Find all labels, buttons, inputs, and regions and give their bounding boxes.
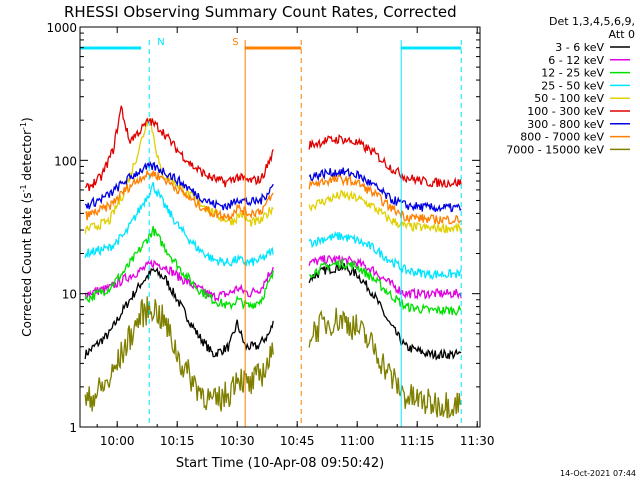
marker-label-N: N [157,37,164,48]
plot-frame [79,26,481,428]
series-line-2 [84,254,462,303]
series-line-1 [84,263,462,361]
series-line-8 [84,170,462,225]
series-line-6 [84,105,462,192]
timestamp: 14-Oct-2021 07:44 [560,469,636,478]
legend-label-5: 50 - 100 keV [534,92,604,105]
series-line-9 [84,296,462,419]
y-tick-label-2: 10 [62,288,77,302]
legend-label-4: 25 - 50 keV [541,79,604,92]
y-tick-label-3: 100 [54,154,77,168]
y-tick-label-4: 1000 [46,21,77,35]
x-axis: 10:00 10:15 10:30 10:45 11:00 11:15 11:30 [96,27,495,448]
legend-header-1: Det 1,3,4,5,6,9, [549,15,635,28]
legend-label-1: 3 - 6 keV [555,41,604,54]
x-tick-label-3: 10:30 [220,434,255,448]
y-tick-label-1: 1 [69,421,77,435]
y-axis-label: Corrected Count Rate (s-1 detector-1) [19,117,34,336]
legend-label-2: 6 - 12 keV [548,54,604,67]
series-line-7 [84,160,462,213]
legend-header-2: Att 0 [609,28,635,41]
chart-title: RHESSI Observing Summary Count Rates, Co… [64,3,457,21]
x-axis-label: Start Time (10-Apr-08 09:50:42) [176,456,384,471]
legend-label-3: 12 - 25 keV [541,67,604,80]
x-tick-label-1: 10:00 [100,434,135,448]
series-line-5 [84,118,462,234]
series-line-3 [84,225,462,317]
legend-label-8: 800 - 7000 keV [520,131,604,144]
x-tick-label-6: 11:15 [400,434,435,448]
marker-label-S: S [232,37,238,48]
y-axis: 1 10 100 1000 [46,21,480,435]
x-tick-label-7: 11:30 [460,434,495,448]
legend-label-9: 7000 - 15000 keV [506,143,604,156]
x-tick-label-2: 10:15 [160,434,195,448]
legend-label-6: 100 - 300 keV [527,105,604,118]
series-line-4 [84,181,462,281]
legend-label-7: 300 - 800 keV [527,118,604,131]
x-tick-label-4: 10:45 [280,434,315,448]
x-tick-label-5: 11:00 [340,434,375,448]
